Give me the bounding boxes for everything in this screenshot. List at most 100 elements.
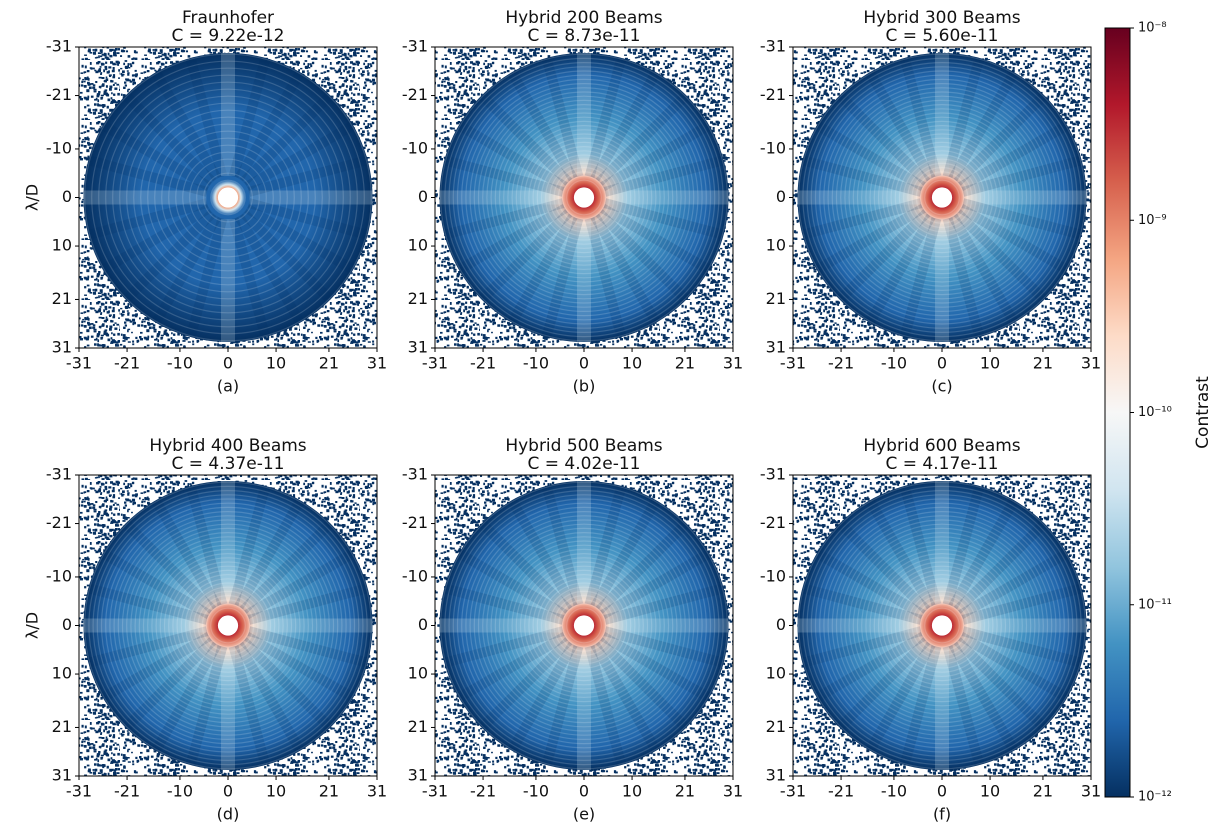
y-tick-label: 31 (408, 338, 428, 357)
x-tick-label: -10 (523, 354, 549, 373)
x-tick-label: 0 (223, 354, 233, 373)
x-tick-label: -21 (114, 782, 140, 801)
panel-caption: (d) (217, 805, 240, 824)
y-tick-label: 21 (52, 289, 72, 308)
y-tick-label: 10 (408, 236, 428, 255)
x-tick-label: -10 (881, 782, 907, 801)
heatmap-hole (217, 187, 239, 208)
x-tick-label: 0 (937, 354, 947, 373)
y-tick-label: 10 (766, 236, 786, 255)
x-tick-label: 21 (1033, 782, 1053, 801)
y-tick-label: -21 (46, 85, 72, 104)
panel-subtitle: C = 5.60e-11 (886, 26, 999, 46)
panel-caption: (b) (573, 377, 596, 396)
y-tick-label: -10 (760, 138, 786, 157)
panel-caption: (f) (933, 805, 951, 824)
colorbar-tick-label: 10⁻¹⁰ (1138, 405, 1172, 420)
y-tick-label: 0 (62, 615, 72, 634)
x-tick-label: 21 (675, 354, 695, 373)
y-tick-label: -10 (760, 566, 786, 585)
colorbar-tick-label: 10⁻⁸ (1138, 21, 1167, 36)
y-tick-label: -10 (46, 138, 72, 157)
x-tick-label: -21 (470, 782, 496, 801)
x-tick-label: 0 (579, 782, 589, 801)
x-tick-label: -10 (167, 354, 193, 373)
heatmap-texture (797, 480, 1087, 771)
colorbar (1104, 27, 1131, 798)
y-tick-label: -21 (46, 513, 72, 532)
heatmap-texture (83, 52, 373, 343)
x-tick-label: 31 (1081, 354, 1101, 373)
x-tick-label: 31 (367, 782, 387, 801)
x-tick-label: 10 (980, 782, 1000, 801)
y-tick-label: 0 (62, 187, 72, 206)
x-tick-label: -10 (167, 782, 193, 801)
x-tick-label: -10 (523, 782, 549, 801)
colorbar-tick-label: 10⁻⁹ (1138, 213, 1167, 228)
y-tick-label: -21 (402, 85, 428, 104)
colorbar-tick-label: 10⁻¹¹ (1138, 597, 1172, 612)
heatmap-hole (217, 615, 239, 636)
y-tick-label: 10 (408, 664, 428, 683)
heatmap-texture (439, 52, 729, 343)
heatmap-hole (931, 615, 953, 636)
x-tick-label: 10 (266, 782, 286, 801)
x-tick-label: 31 (723, 782, 743, 801)
x-tick-label: 21 (319, 782, 339, 801)
x-tick-label: -31 (780, 782, 806, 801)
y-axis-label: λ/D (23, 184, 42, 211)
y-tick-label: -31 (402, 465, 428, 484)
x-tick-label: -31 (780, 354, 806, 373)
x-tick-label: 21 (1033, 354, 1053, 373)
y-tick-label: 0 (776, 615, 786, 634)
x-tick-label: 0 (937, 782, 947, 801)
x-tick-label: 31 (367, 354, 387, 373)
x-tick-label: -31 (422, 354, 448, 373)
x-tick-label: 21 (319, 354, 339, 373)
y-tick-label: 21 (766, 717, 786, 736)
y-axis-label: λ/D (23, 612, 42, 639)
colorbar-label: Contrast (1193, 376, 1213, 449)
x-tick-label: -31 (66, 782, 92, 801)
y-tick-label: 21 (52, 717, 72, 736)
y-tick-label: -31 (46, 465, 72, 484)
panel-subtitle: C = 9.22e-12 (172, 26, 285, 46)
panel-caption: (a) (217, 377, 239, 396)
x-tick-label: 10 (266, 354, 286, 373)
y-tick-label: -31 (46, 37, 72, 56)
heatmap-hole (573, 615, 595, 636)
y-tick-label: -31 (760, 465, 786, 484)
panel-title: Hybrid 300 Beams (863, 8, 1020, 28)
x-tick-label: 10 (622, 354, 642, 373)
y-tick-label: -21 (402, 513, 428, 532)
heatmap-texture (439, 480, 729, 771)
x-tick-label: -21 (828, 782, 854, 801)
panel-subtitle: C = 8.73e-11 (528, 26, 641, 46)
y-tick-label: 31 (766, 338, 786, 357)
x-tick-label: 21 (675, 782, 695, 801)
y-tick-label: 10 (766, 664, 786, 683)
y-tick-label: 21 (766, 289, 786, 308)
x-tick-label: -31 (422, 782, 448, 801)
x-tick-label: -10 (881, 354, 907, 373)
x-tick-label: 0 (223, 782, 233, 801)
y-tick-label: -10 (46, 566, 72, 585)
panel-title: Hybrid 400 Beams (149, 436, 306, 456)
x-tick-label: -31 (66, 354, 92, 373)
y-tick-label: 0 (418, 187, 428, 206)
y-tick-label: 21 (408, 717, 428, 736)
x-tick-label: -21 (828, 354, 854, 373)
y-tick-label: 10 (52, 236, 72, 255)
x-tick-label: 0 (579, 354, 589, 373)
panel-subtitle: C = 4.37e-11 (172, 454, 285, 474)
panel-title: Hybrid 500 Beams (505, 436, 662, 456)
y-tick-label: 31 (408, 766, 428, 785)
y-tick-label: 31 (766, 766, 786, 785)
panel-title: Fraunhofer (182, 8, 274, 28)
y-tick-label: -31 (760, 37, 786, 56)
heatmap-texture (83, 480, 373, 771)
panel-subtitle: C = 4.17e-11 (886, 454, 999, 474)
y-tick-label: -21 (760, 513, 786, 532)
y-tick-label: 31 (52, 766, 72, 785)
heatmap-hole (573, 187, 595, 208)
